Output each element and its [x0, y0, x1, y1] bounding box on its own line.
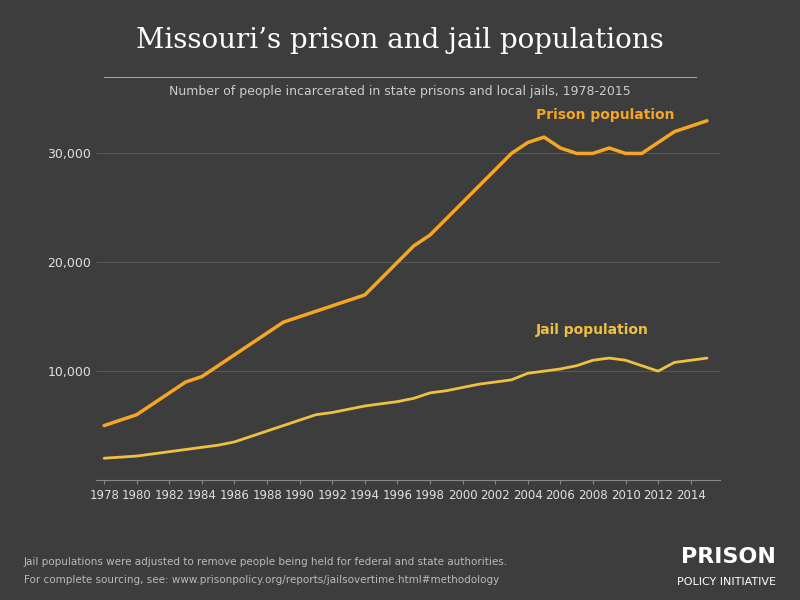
Text: For complete sourcing, see: www.prisonpolicy.org/reports/jailsovertime.html#meth: For complete sourcing, see: www.prisonpo…	[24, 575, 499, 585]
Text: Jail population: Jail population	[536, 323, 649, 337]
Text: Jail populations were adjusted to remove people being held for federal and state: Jail populations were adjusted to remove…	[24, 557, 508, 567]
Text: POLICY INITIATIVE: POLICY INITIATIVE	[677, 577, 776, 587]
Text: PRISON: PRISON	[681, 547, 776, 567]
Text: Number of people incarcerated in state prisons and local jails, 1978-2015: Number of people incarcerated in state p…	[169, 85, 631, 98]
Text: Missouri’s prison and jail populations: Missouri’s prison and jail populations	[136, 27, 664, 54]
Text: Prison population: Prison population	[536, 109, 674, 122]
